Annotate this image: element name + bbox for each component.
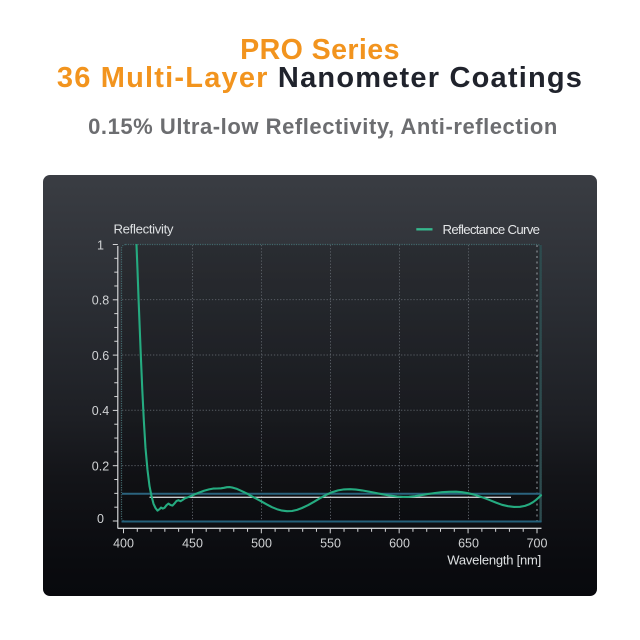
svg-text:Reflectivity: Reflectivity bbox=[114, 222, 174, 237]
svg-text:Wavelength [nm]: Wavelength [nm] bbox=[447, 553, 541, 568]
svg-text:550: 550 bbox=[320, 537, 341, 551]
svg-text:500: 500 bbox=[251, 537, 272, 551]
svg-text:650: 650 bbox=[458, 537, 479, 551]
svg-text:600: 600 bbox=[389, 537, 410, 551]
svg-text:0.8: 0.8 bbox=[92, 294, 109, 308]
svg-text:0.2: 0.2 bbox=[92, 460, 109, 474]
svg-text:1: 1 bbox=[97, 239, 104, 253]
svg-text:400: 400 bbox=[113, 537, 134, 551]
svg-text:450: 450 bbox=[182, 537, 203, 551]
svg-text:0.4: 0.4 bbox=[92, 404, 109, 418]
svg-text:0: 0 bbox=[97, 512, 104, 526]
svg-text:0.6: 0.6 bbox=[92, 349, 109, 363]
svg-text:Reflectance Curve: Reflectance Curve bbox=[443, 222, 541, 237]
svg-text:700: 700 bbox=[527, 537, 548, 551]
